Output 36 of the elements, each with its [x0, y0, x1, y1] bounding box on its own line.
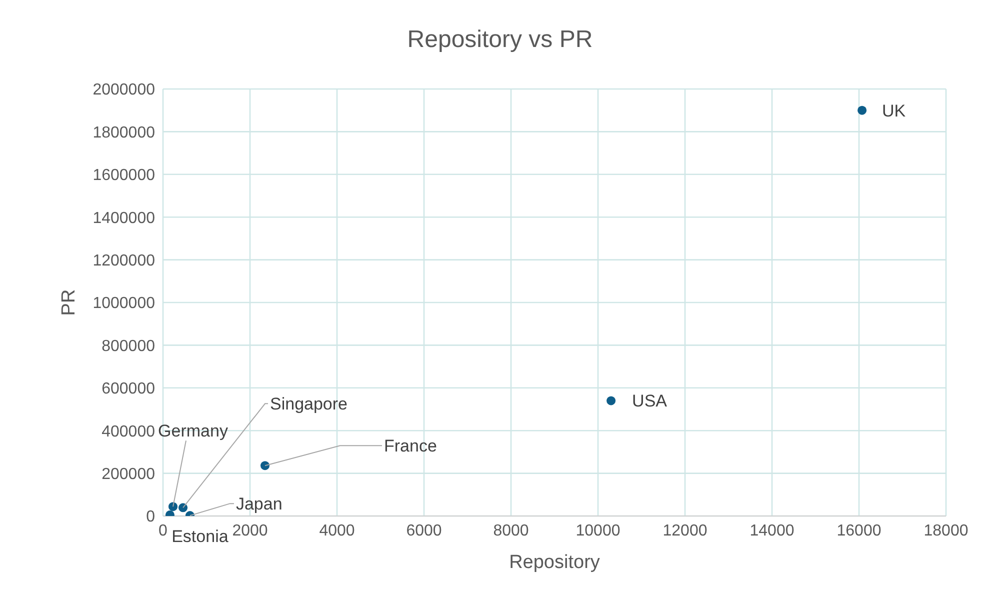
x-tick-label: 18000 — [924, 522, 968, 540]
point — [178, 503, 188, 512]
x-tick-label: 10000 — [576, 522, 620, 540]
annotation: Estonia — [172, 526, 229, 546]
chart-title: Repository vs PR — [406, 25, 594, 55]
point — [606, 396, 616, 406]
y-tick-label: 200000 — [102, 466, 156, 483]
x-tick-label: 4000 — [319, 522, 355, 540]
point — [858, 106, 867, 115]
point — [260, 461, 270, 470]
y-tick-label: 1600000 — [92, 167, 156, 184]
annotation: USA — [632, 392, 668, 411]
y-tick-label: 400000 — [102, 423, 156, 440]
y-tick-label: 1800000 — [92, 124, 156, 142]
annotation: France — [384, 436, 437, 456]
annotation: Germany — [158, 422, 228, 441]
x-tick-label: 6000 — [406, 522, 442, 540]
y-axis-title: PR — [58, 289, 80, 316]
annotation: UK — [882, 101, 906, 120]
y-tick-label: 2000000 — [92, 82, 156, 99]
annotation: Japan — [236, 494, 282, 514]
x-axis-title: Repository — [509, 552, 600, 573]
x-tick-label: 12000 — [662, 522, 708, 540]
x-tick-label: 2000 — [232, 522, 268, 540]
y-tick-label: 1400000 — [92, 210, 156, 227]
point — [168, 502, 178, 512]
y-tick-label: 1000000 — [92, 295, 156, 312]
y-tick-label: 600000 — [102, 380, 156, 398]
x-tick-label: 14000 — [750, 522, 794, 540]
x-tick-label: 0 — [158, 522, 168, 540]
x-tick-label: 16000 — [836, 522, 882, 540]
annotation: Singapore — [270, 394, 348, 414]
x-tick-label: 8000 — [493, 522, 529, 540]
y-tick-label: 800000 — [102, 338, 156, 355]
y-tick-label: 1200000 — [92, 252, 156, 270]
y-tick-label: 0 — [146, 508, 156, 526]
